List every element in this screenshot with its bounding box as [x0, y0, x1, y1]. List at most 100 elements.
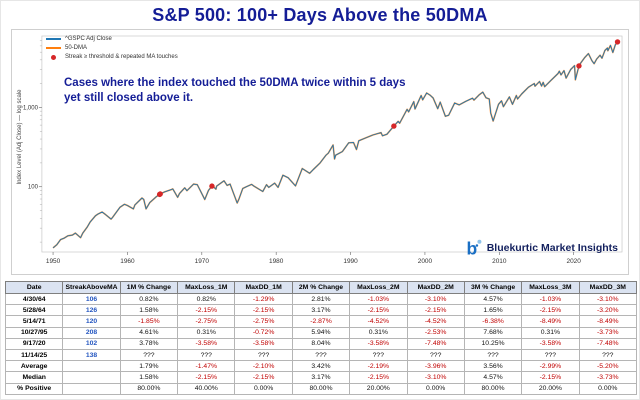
value-cell: 20.00%	[349, 382, 408, 395]
value-cell: -1.47%	[177, 360, 236, 373]
value-cell: 0.00%	[578, 382, 638, 395]
event-marker	[391, 123, 397, 129]
table-row: 11/14/25 138???????????????????????????	[4, 348, 638, 362]
value-cell: 5.94%	[291, 326, 351, 339]
legend-item: ^GSPC Adj Close	[46, 35, 178, 43]
value-cell: 0.31%	[521, 326, 580, 339]
x-tick-label: 1950	[46, 258, 61, 265]
page-title: S&P 500: 100+ Days Above the 50DMA	[152, 5, 488, 25]
event-marker	[614, 39, 621, 45]
stats-table: Date StreakAboveMA 1M % Change MaxLoss_1M Ma…	[4, 281, 638, 395]
legend-marker-swatch	[51, 54, 56, 60]
value-cell: -3.10%	[578, 292, 638, 306]
value-cell: 80.00%	[119, 382, 179, 395]
value-cell: 3.78%	[119, 337, 179, 350]
value-cell: 1.58%	[119, 304, 179, 317]
value-cell: ???	[291, 348, 351, 362]
streak-cell: 126	[62, 304, 121, 317]
value-cell: ???	[119, 348, 179, 362]
value-cell: ???	[234, 348, 293, 362]
column-header: 3M % Change	[463, 281, 523, 294]
date-cell: 10/27/95	[4, 326, 64, 339]
value-cell: -3.10%	[406, 292, 465, 306]
value-cell: 0.00%	[406, 382, 465, 395]
chart-panel: 1950 1960 1970 1980 1990 2000 2010 2020 100 1,000…	[11, 29, 629, 275]
legend-line-swatch	[46, 38, 61, 40]
date-cell: 4/30/64	[4, 292, 64, 306]
brand-name: Bluekurtic Market Insights	[486, 242, 618, 254]
value-cell: -2.15%	[349, 371, 408, 384]
price-line	[52, 41, 618, 249]
y-tick-label: 1,000	[23, 106, 39, 112]
legend-label: 50-DMA	[65, 45, 88, 51]
value-cell: 4.57%	[463, 292, 523, 306]
value-cell: -3.20%	[578, 304, 638, 317]
value-cell: -2.19%	[349, 360, 408, 373]
table-row: 9/17/20 102 3.78% -3.58% -3.58% 8.04% -3.58% -7…	[4, 337, 638, 350]
column-header: MaxLoss_2M	[349, 281, 408, 294]
value-cell: -2.15%	[521, 304, 580, 317]
date-cell: % Positive	[4, 382, 64, 395]
column-header: MaxDD_2M	[406, 281, 465, 294]
table-row: Average 1.79% -1.47% -2.10% 3.42% -2.19% -3.96…	[4, 360, 638, 373]
table-row: 10/27/95 208 4.61% 0.31% -0.72% 5.94% 0.31% -2.…	[4, 326, 638, 339]
value-cell: -8.49%	[521, 315, 580, 328]
table-row: 4/30/64 106 0.82% 0.82% -1.29% 2.81% -1.03% -3.…	[4, 292, 638, 306]
column-header: StreakAboveMA	[62, 281, 121, 294]
table-row: 5/28/64 126 1.58% -2.15% -2.15% 3.17% -2.15% -2…	[4, 304, 638, 317]
date-cell: 9/17/20	[4, 337, 64, 350]
streak-cell: 106	[62, 292, 121, 306]
value-cell: -1.29%	[234, 292, 293, 306]
value-cell: 4.61%	[119, 326, 179, 339]
value-cell: 10.25%	[463, 337, 523, 350]
svg-text:b: b	[466, 239, 477, 258]
value-cell: -2.53%	[406, 326, 465, 339]
value-cell: 7.68%	[463, 326, 523, 339]
value-cell: 4.57%	[463, 371, 523, 384]
value-cell: -3.96%	[406, 360, 465, 373]
value-cell: 3.42%	[291, 360, 351, 373]
ma-line	[52, 41, 619, 249]
value-cell: ???	[177, 348, 236, 362]
value-cell: ???	[463, 348, 523, 362]
value-cell: -2.15%	[234, 371, 293, 384]
value-cell: -7.48%	[578, 337, 638, 350]
value-cell: -6.38%	[463, 315, 523, 328]
value-cell: -8.49%	[578, 315, 638, 328]
column-header: Date	[4, 281, 64, 294]
value-cell: -2.15%	[349, 304, 408, 317]
event-marker	[209, 183, 215, 189]
chart-annotation: Cases where the index touched the 50DMA …	[64, 77, 406, 104]
value-cell: -1.03%	[349, 292, 408, 306]
stats-table-body: 4/30/64 106 0.82% 0.82% -1.29% 2.81% -1.03% -3.…	[4, 292, 638, 395]
value-cell: 3.17%	[291, 304, 351, 317]
chart-legend: ^GSPC Adj Close 50-DMA Streak ≥ threshold …	[46, 35, 178, 61]
streak-cell	[62, 382, 121, 395]
value-cell: -4.52%	[349, 315, 408, 328]
table-row: 5/14/71 120 -1.85% -2.75% -2.75% -2.87% -4.52%…	[4, 315, 638, 328]
value-cell: 3.17%	[291, 371, 351, 384]
y-tick-label: 100	[28, 185, 39, 191]
streak-cell: 102	[62, 337, 121, 350]
stats-table-header: Date StreakAboveMA 1M % Change MaxLoss_1M Ma…	[4, 281, 638, 294]
date-cell: 5/14/71	[4, 315, 64, 328]
value-cell: ???	[406, 348, 465, 362]
column-header: MaxLoss_1M	[177, 281, 236, 294]
value-cell: -2.75%	[234, 315, 293, 328]
value-cell: -2.15%	[406, 304, 465, 317]
value-cell: -3.58%	[234, 337, 293, 350]
x-tick-label: 1980	[269, 258, 284, 265]
event-marker	[576, 63, 582, 69]
value-cell: -2.10%	[234, 360, 293, 373]
value-cell: 40.00%	[177, 382, 236, 395]
value-cell: 80.00%	[463, 382, 523, 395]
value-cell: -5.20%	[578, 360, 638, 373]
table-row: % Positive 80.00% 40.00% 0.00% 80.00% 20.00% 0…	[4, 382, 638, 395]
value-cell: -3.58%	[349, 337, 408, 350]
value-cell: 80.00%	[291, 382, 351, 395]
value-cell: 0.31%	[177, 326, 236, 339]
value-cell: -7.48%	[406, 337, 465, 350]
value-cell: -3.58%	[177, 337, 236, 350]
streak-cell	[62, 360, 121, 373]
